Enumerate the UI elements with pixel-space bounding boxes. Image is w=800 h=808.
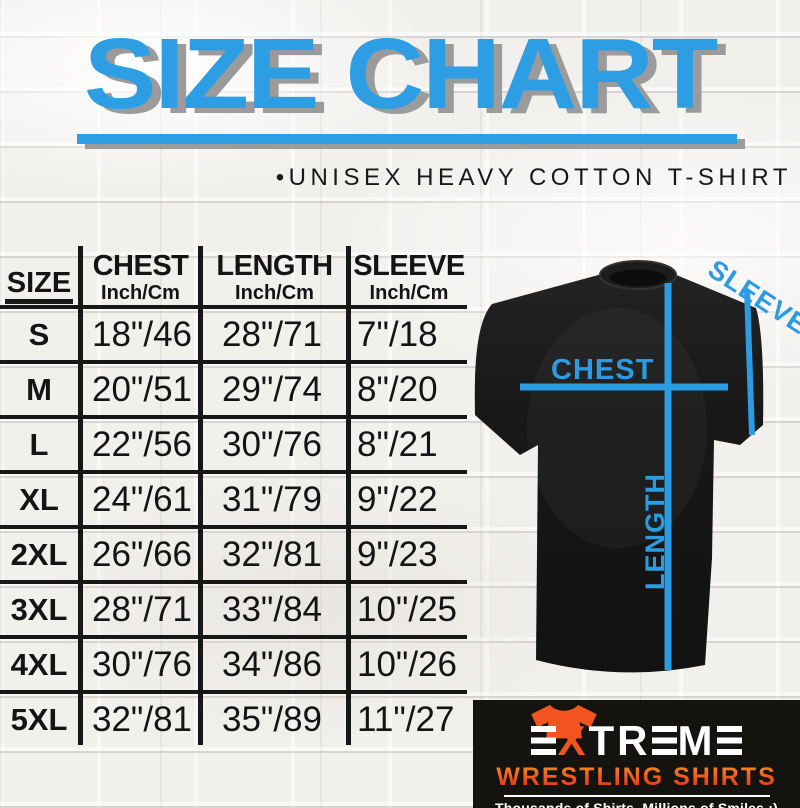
chest-header-label: CHEST xyxy=(92,250,189,283)
table-cell-sleeve: 9"/22 xyxy=(346,470,467,525)
table-cell-sleeve: 10"/25 xyxy=(346,580,467,635)
table-cell-length: 30"/76 xyxy=(198,415,346,470)
table-cell-sleeve: 9"/23 xyxy=(346,525,467,580)
brand-letter: R xyxy=(617,717,651,764)
table-cell-sleeve: 7"/18 xyxy=(346,305,467,360)
table-cell-sleeve: 11"/27 xyxy=(346,690,467,745)
size-table: SIZE CHEST Inch/Cm LENGTH Inch/Cm SLEEVE… xyxy=(0,246,467,745)
table-cell-chest: 18"/46 xyxy=(78,305,198,360)
sleeve-header-unit: Inch/Cm xyxy=(369,282,449,304)
table-cell-chest: 26"/66 xyxy=(78,525,198,580)
subtitle: •UNISEX HEAVY COTTON T-SHIRT xyxy=(275,164,792,191)
chest-header-unit: Inch/Cm xyxy=(101,282,180,304)
table-cell-chest: 24"/61 xyxy=(78,470,198,525)
table-row-size: 2XL xyxy=(0,525,78,580)
size-column-header: SIZE xyxy=(0,246,78,305)
size-header-label: SIZE xyxy=(4,269,74,304)
length-header-label: LENGTH xyxy=(216,250,333,283)
sleeve-column-header: SLEEVE Inch/Cm xyxy=(346,246,467,305)
title-underline xyxy=(77,134,737,144)
brand-letter: T xyxy=(588,717,618,764)
table-row-size: L xyxy=(0,415,78,470)
table-cell-length: 35"/89 xyxy=(198,690,346,745)
table-row-size: S xyxy=(0,305,78,360)
table-row-size: 3XL xyxy=(0,580,78,635)
brand-letter: E xyxy=(716,726,742,755)
table-cell-length: 33"/84 xyxy=(198,580,346,635)
table-cell-chest: 20"/51 xyxy=(78,360,198,415)
chest-column-header: CHEST Inch/Cm xyxy=(78,246,198,305)
length-column-header: LENGTH Inch/Cm xyxy=(198,246,346,305)
table-cell-length: 28"/71 xyxy=(198,305,346,360)
table-cell-length: 32"/81 xyxy=(198,525,346,580)
length-header-unit: Inch/Cm xyxy=(235,282,314,304)
tshirt-measurement-diagram: CHEST LENGTH SLEEVE xyxy=(474,258,800,673)
table-cell-chest: 32"/81 xyxy=(78,690,198,745)
table-cell-chest: 28"/71 xyxy=(78,580,198,635)
table-cell-sleeve: 10"/26 xyxy=(346,635,467,690)
table-row-size: XL xyxy=(0,470,78,525)
chest-label: CHEST xyxy=(551,354,654,386)
brand-letter: E xyxy=(651,726,677,755)
brand-letter: M xyxy=(677,717,716,764)
page-title-wrap: SIZE CHART xyxy=(0,22,800,127)
table-row-size: 5XL xyxy=(0,690,78,745)
table-cell-chest: 30"/76 xyxy=(78,635,198,690)
table-cell-length: 31"/79 xyxy=(198,470,346,525)
brand-letter: E xyxy=(531,726,557,755)
page-title: SIZE CHART xyxy=(83,18,718,130)
sleeve-header-label: SLEEVE xyxy=(353,250,465,283)
brand-subtitle: WRESTLING SHIRTS xyxy=(473,763,800,792)
table-cell-sleeve: 8"/20 xyxy=(346,360,467,415)
table-cell-sleeve: 8"/21 xyxy=(346,415,467,470)
logo-divider xyxy=(503,795,770,797)
table-row-size: 4XL xyxy=(0,635,78,690)
brand-letter-x: X xyxy=(557,717,589,764)
brand-logo-plate: EXTREME WRESTLING SHIRTS Thousands of Sh… xyxy=(473,700,800,808)
length-label: LENGTH xyxy=(640,473,670,590)
table-row-size: M xyxy=(0,360,78,415)
table-cell-chest: 22"/56 xyxy=(78,415,198,470)
brand-tagline: Thousands of Shirts. Millions of Smiles … xyxy=(495,800,778,808)
sleeve-measure-line xyxy=(744,289,755,436)
table-cell-length: 34"/86 xyxy=(198,635,346,690)
tshirt-silhouette xyxy=(474,260,764,673)
brand-name: EXTREME xyxy=(473,720,800,762)
table-cell-length: 29"/74 xyxy=(198,360,346,415)
